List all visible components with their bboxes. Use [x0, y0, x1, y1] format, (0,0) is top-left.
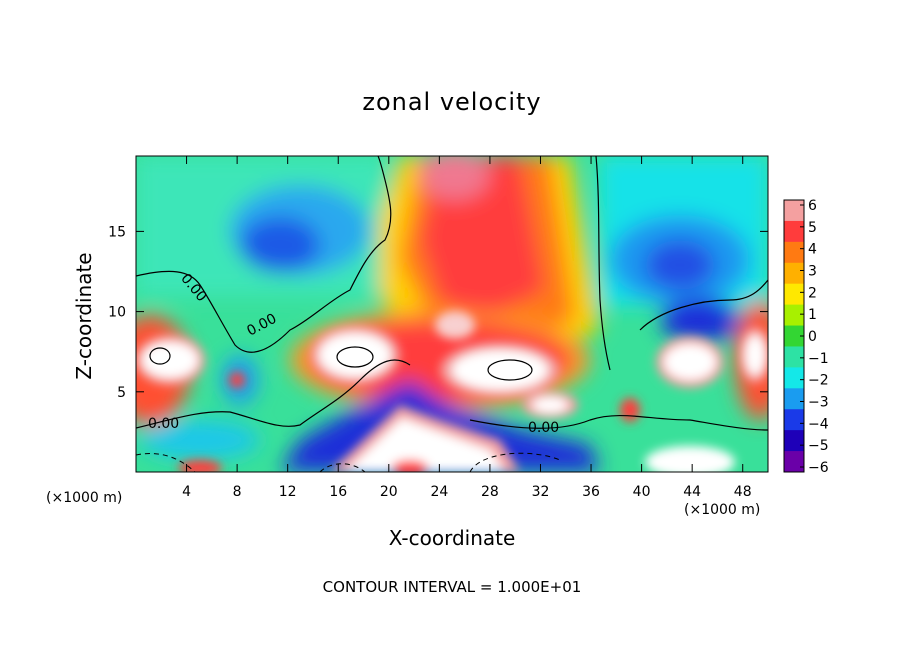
x-tick-label: 40 [633, 484, 651, 500]
colorbar-tick-label: −3 [808, 395, 829, 411]
contour-interval-note: CONTOUR INTERVAL = 1.000E+01 [322, 578, 582, 596]
contour-label-3: 0.00 [148, 416, 179, 432]
contour-lines [136, 156, 768, 431]
colorbar-swatch [784, 262, 804, 285]
colorbar-tick-label: 5 [808, 220, 817, 236]
colorbar-swatch [784, 220, 804, 243]
colorbar-tick-label: 0 [808, 329, 817, 345]
colorbar-swatch [784, 304, 804, 327]
inner-contour-edge-core [149, 347, 171, 365]
x-tick-label: 24 [430, 484, 448, 500]
colorbar-tick-label: 1 [808, 307, 817, 323]
x-tick-label: 12 [279, 484, 297, 500]
x-tick-label: 36 [582, 484, 600, 500]
colorbar-tick-label: 3 [808, 264, 817, 280]
colorbar-swatch [784, 325, 804, 347]
colorbar-swatch [784, 451, 804, 473]
zero-contour-right-upper [639, 279, 768, 331]
colorbar-tick-label: 2 [808, 285, 817, 301]
x-unit-label-left: (×1000 m) [46, 490, 123, 506]
chart-title: zonal velocity [362, 88, 542, 116]
zero-contour-upper-right [595, 156, 611, 371]
colorbar-swatch [784, 430, 804, 452]
contour-label-4: 0.00 [528, 420, 559, 436]
inner-contour-right-core [487, 359, 533, 381]
x-tick-label: 20 [380, 484, 398, 500]
colorbar-tick-label: −1 [808, 351, 829, 367]
y-axis: 5 10 15 [108, 224, 768, 401]
zero-contour-upper-left [136, 156, 392, 353]
x-unit-label-right: (×1000 m) [684, 502, 761, 518]
colorbar-swatch [784, 346, 804, 368]
colorbar-tick-label: −2 [808, 373, 829, 389]
colorbar-tick-label: −4 [808, 416, 829, 432]
y-tick-label: 10 [108, 305, 126, 321]
colorbar-swatch [784, 367, 804, 389]
colorbar-tick-label: 4 [808, 242, 817, 258]
colorbar-swatch [784, 241, 804, 264]
colorbar-swatch [784, 388, 804, 410]
plot-frame [135, 155, 769, 473]
negative-contours [136, 452, 561, 472]
colorbar-tick-label: −5 [808, 438, 829, 454]
x-tick-label: 32 [532, 484, 550, 500]
y-tick-label: 15 [108, 224, 126, 240]
x-tick-label: 28 [481, 484, 499, 500]
dashed-contour-right [469, 452, 561, 472]
inner-contour-left-core [336, 346, 374, 368]
x-tick-label: 4 [182, 484, 191, 500]
x-axis: 4 8 12 16 20 24 28 32 36 40 44 48 [182, 156, 752, 500]
zero-contour-lower-left [136, 359, 411, 429]
dashed-contour-mid [319, 463, 366, 472]
x-tick-label: 8 [233, 484, 242, 500]
colorbar-tick-label: −6 [808, 460, 829, 476]
y-tick-label: 5 [117, 385, 126, 401]
colorbar: 6 5 4 3 2 1 0 −1 −2 −3 −4 −5 −6 [783, 198, 829, 476]
x-tick-label: 44 [683, 484, 701, 500]
colorbar-swatch [784, 200, 804, 222]
colorbar-swatch [784, 409, 804, 431]
zero-contour-lower-right [469, 414, 768, 431]
x-axis-label: X-coordinate [388, 526, 516, 550]
colorbar-swatch [784, 283, 804, 306]
color-field: 0.00 0.00 0.00 0.00 [136, 156, 768, 472]
colorbar-tick-label: 6 [808, 198, 817, 214]
x-tick-label: 48 [734, 484, 752, 500]
dashed-contour-left [136, 453, 196, 472]
field-sharp-layer [136, 311, 768, 472]
x-tick-label: 16 [329, 484, 347, 500]
